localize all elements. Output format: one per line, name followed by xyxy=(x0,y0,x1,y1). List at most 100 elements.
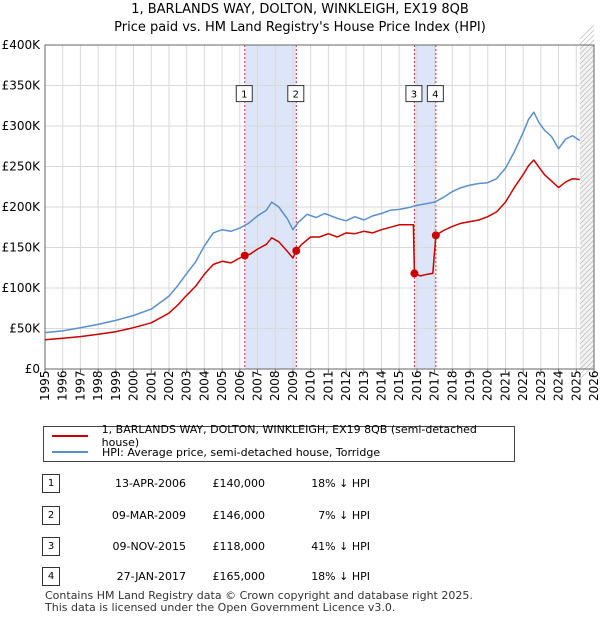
projection-hatch xyxy=(579,154,595,170)
sale-marker xyxy=(240,251,249,260)
projection-hatch xyxy=(579,309,595,325)
projection-hatch xyxy=(579,139,595,155)
projection-hatch xyxy=(579,314,595,330)
projection-hatch xyxy=(579,184,595,200)
x-tick-label: 2024 xyxy=(552,370,566,401)
projection-hatch xyxy=(579,49,595,65)
projection-hatch xyxy=(579,59,595,75)
sale-marker xyxy=(292,246,301,255)
projection-hatch xyxy=(579,119,595,135)
projection-hatch xyxy=(579,224,595,240)
projection-hatch xyxy=(579,284,595,300)
projection-hatch xyxy=(579,269,595,285)
projection-hatch xyxy=(579,194,595,210)
transaction-price: £146,000 xyxy=(212,509,266,522)
x-tick-label: 2017 xyxy=(428,370,442,401)
transaction-number: 1 xyxy=(42,474,60,493)
projection-hatch xyxy=(579,44,595,60)
transaction-date: 09-NOV-2015 xyxy=(112,540,186,553)
sale-label-box xyxy=(235,85,253,103)
transaction-price: £118,000 xyxy=(212,540,266,553)
chart-title: 1, BARLANDS WAY, DOLTON, WINKLEIGH, EX19… xyxy=(131,2,469,17)
projection-hatch xyxy=(579,234,595,250)
x-tick-label: 2022 xyxy=(516,370,530,401)
sale-label-number: 4 xyxy=(432,90,438,101)
sale-label-number: 2 xyxy=(293,90,299,101)
projection-hatch xyxy=(579,89,595,105)
plot-frame xyxy=(44,44,595,370)
y-tick-label: £50K xyxy=(9,322,41,336)
sale-label-number: 3 xyxy=(411,90,417,101)
projection-hatch xyxy=(579,204,595,220)
x-tick-label: 2008 xyxy=(268,370,282,401)
projection-hatch xyxy=(579,104,595,120)
x-tick-label: 1995 xyxy=(38,370,52,401)
projection-hatch xyxy=(579,174,595,190)
x-tick-label: 1997 xyxy=(73,370,87,401)
projection-hatch xyxy=(579,254,595,270)
y-tick-label: £350K xyxy=(2,79,42,93)
x-tick-label: 2000 xyxy=(127,370,141,401)
sale-label-box xyxy=(405,85,423,103)
x-tick-label: 2011 xyxy=(321,370,335,401)
projection-hatch xyxy=(579,259,595,275)
x-tick-label: 2020 xyxy=(481,370,495,401)
x-tick-label: 2012 xyxy=(339,370,353,401)
footer-copyright: Contains HM Land Registry data © Crown c… xyxy=(45,589,473,602)
projection-hatch xyxy=(579,54,595,70)
projection-hatch xyxy=(579,229,595,245)
projection-hatch xyxy=(579,324,595,340)
transaction-hpi-diff: 18% ↓ HPI xyxy=(311,477,370,490)
x-tick-label: 2003 xyxy=(180,370,194,401)
legend-item-hpi: HPI: Average price, semi-detached house,… xyxy=(52,444,380,460)
projection-hatch xyxy=(579,34,595,50)
projection-hatch xyxy=(579,264,595,280)
x-tick-label: 1999 xyxy=(109,370,123,401)
projection-hatch xyxy=(579,244,595,260)
projection-hatch xyxy=(579,239,595,255)
x-tick-label: 2005 xyxy=(215,370,229,401)
y-tick-label: £200K xyxy=(2,200,42,214)
projection-hatch xyxy=(579,274,595,290)
projection-hatch xyxy=(579,189,595,205)
projection-hatch xyxy=(579,249,595,265)
y-tick-label: £300K xyxy=(2,119,42,133)
x-tick-label: 1998 xyxy=(91,370,105,401)
x-tick-label: 2026 xyxy=(587,370,600,401)
transaction-hpi-diff: 7% ↓ HPI xyxy=(318,509,370,522)
projection-hatch xyxy=(579,159,595,175)
projection-hatch xyxy=(579,69,595,85)
x-tick-label: 2023 xyxy=(534,370,548,401)
projection-hatch xyxy=(579,164,595,180)
y-tick-label: £150K xyxy=(2,241,42,255)
projection-hatch xyxy=(579,64,595,80)
projection-hatch xyxy=(579,39,595,55)
chart-subtitle: Price paid vs. HM Land Registry's House … xyxy=(114,20,486,35)
projection-hatch xyxy=(579,344,595,360)
x-tick-label: 2025 xyxy=(569,370,583,401)
sale-label-number: 1 xyxy=(241,90,247,101)
projection-hatch xyxy=(579,219,595,235)
projection-hatch xyxy=(579,144,595,160)
projection-hatch xyxy=(579,279,595,295)
projection-hatch xyxy=(579,329,595,345)
projection-hatch xyxy=(579,149,595,165)
projection-hatch xyxy=(579,24,595,40)
transaction-date: 13-APR-2006 xyxy=(114,477,186,490)
x-tick-label: 2016 xyxy=(410,370,424,401)
footer-licence: This data is licensed under the Open Gov… xyxy=(45,601,396,614)
projection-hatch xyxy=(579,199,595,215)
transaction-date: 27-JAN-2017 xyxy=(116,570,186,583)
x-tick-label: 2019 xyxy=(463,370,477,401)
legend-swatch-property xyxy=(52,435,88,437)
x-tick-label: 2013 xyxy=(357,370,371,401)
projection-hatch xyxy=(579,299,595,315)
x-tick-label: 2014 xyxy=(374,370,388,401)
projection-hatch xyxy=(579,349,595,365)
projection-hatch xyxy=(579,84,595,100)
projection-hatch xyxy=(579,109,595,125)
transaction-hpi-diff: 18% ↓ HPI xyxy=(311,570,370,583)
price-chart: £0 £50K £100K £150K £200K £250K £300K £350K £400… xyxy=(2,24,600,401)
projection-hatch xyxy=(579,354,595,370)
x-tick-label: 2015 xyxy=(392,370,406,401)
